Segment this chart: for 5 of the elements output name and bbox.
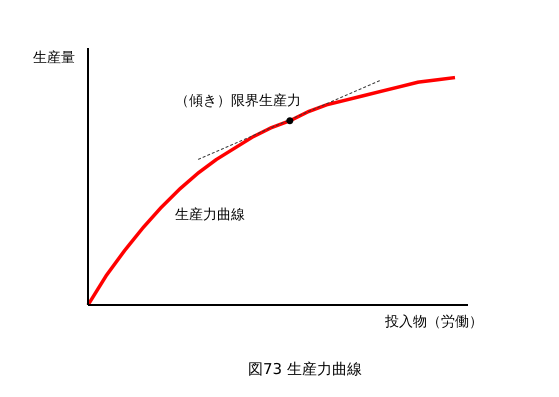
text: 図73 生産力曲線 <box>248 360 362 379</box>
x-axis-title: 投入物（労働） <box>385 313 483 331</box>
annotation: （傾き）限界生産力 <box>175 92 301 110</box>
y-axis-title: 生産量 <box>33 49 75 67</box>
annotation: 生産力曲線 <box>175 206 245 224</box>
